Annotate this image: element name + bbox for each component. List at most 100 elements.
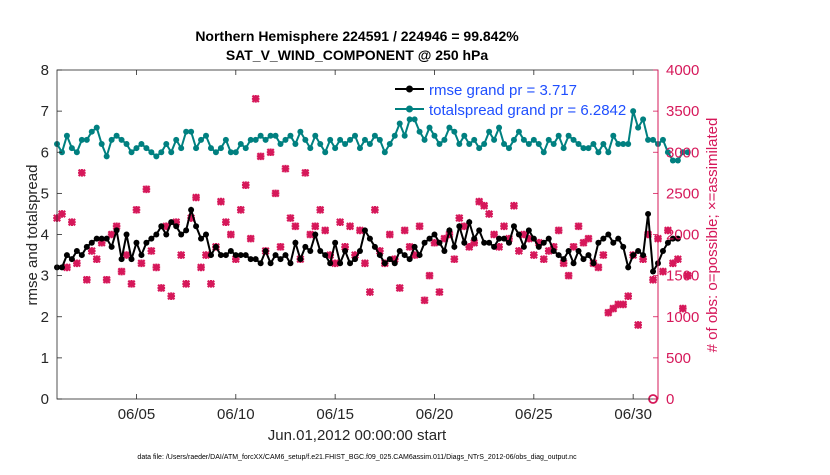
rmse-series-point bbox=[183, 227, 190, 234]
rmse-series-point bbox=[610, 239, 617, 246]
totalspread-series-point bbox=[272, 132, 279, 139]
assimilated-obs-point bbox=[609, 304, 618, 313]
y-right-tick-label: 0 bbox=[666, 391, 674, 408]
totalspread-series-point bbox=[555, 132, 562, 139]
assimilated-obs-point bbox=[301, 168, 310, 177]
rmse-series-point bbox=[168, 219, 175, 226]
rmse-series-point bbox=[138, 252, 145, 259]
totalspread-series-point bbox=[78, 136, 85, 143]
assimilated-obs-point bbox=[485, 209, 494, 218]
assimilated-obs-point bbox=[360, 259, 369, 268]
assimilated-obs-point bbox=[574, 222, 583, 231]
totalspread-series-point bbox=[178, 145, 185, 152]
assimilated-obs-point bbox=[82, 275, 91, 284]
rmse-series-point bbox=[83, 243, 90, 250]
totalspread-series-point bbox=[287, 132, 294, 139]
rmse-series-point bbox=[650, 268, 657, 275]
totalspread-series-point bbox=[327, 136, 334, 143]
rmse-series-point bbox=[406, 256, 413, 263]
totalspread-series-point bbox=[252, 136, 259, 143]
totalspread-series-point bbox=[118, 136, 125, 143]
totalspread-series-point bbox=[63, 132, 70, 139]
totalspread-series-point bbox=[396, 120, 403, 127]
assimilated-obs-point bbox=[554, 226, 563, 235]
totalspread-series-point bbox=[615, 141, 622, 148]
assimilated-obs-point bbox=[346, 222, 355, 231]
totalspread-series-point bbox=[540, 149, 547, 156]
x-tick-label: 06/20 bbox=[416, 406, 454, 423]
totalspread-series-point bbox=[570, 136, 577, 143]
rmse-series-point bbox=[227, 247, 234, 254]
assimilated-obs-point bbox=[122, 251, 131, 260]
totalspread-series-point bbox=[237, 141, 244, 148]
y-left-tick-label: 7 bbox=[41, 103, 49, 120]
assimilated-obs-point bbox=[132, 205, 141, 214]
assimilated-obs-point bbox=[564, 271, 573, 280]
totalspread-series-point bbox=[113, 132, 120, 139]
totalspread-series-point bbox=[148, 149, 155, 156]
rmse-series-point bbox=[595, 239, 602, 246]
totalspread-series-point bbox=[143, 145, 150, 152]
assimilated-obs-point bbox=[316, 205, 325, 214]
rmse-series-point bbox=[148, 235, 155, 242]
y-right-tick-label: 1500 bbox=[666, 268, 699, 285]
assimilated-obs-point bbox=[594, 263, 603, 272]
rmse-series-point bbox=[505, 239, 512, 246]
totalspread-series-point bbox=[123, 141, 130, 148]
totalspread-series-point bbox=[317, 141, 324, 148]
legend-totalspread-label: totalspread grand pr = 6.2842 bbox=[429, 102, 626, 119]
totalspread-series-point bbox=[173, 136, 180, 143]
totalspread-series-point bbox=[322, 149, 329, 156]
rmse-series-point bbox=[123, 231, 130, 238]
totalspread-series-point bbox=[68, 145, 75, 152]
rmse-series-point bbox=[625, 264, 632, 271]
totalspread-series-point bbox=[297, 128, 304, 135]
rmse-series-point bbox=[366, 235, 373, 242]
y-right-tick-label: 4000 bbox=[666, 62, 699, 79]
rmse-series-point bbox=[575, 247, 582, 254]
y-left-tick-label: 6 bbox=[41, 144, 49, 161]
rmse-series-point bbox=[386, 256, 393, 263]
assimilated-obs-point bbox=[162, 222, 171, 231]
rmse-series-point bbox=[203, 231, 210, 238]
totalspread-series-point bbox=[406, 116, 413, 123]
rmse-series-point bbox=[381, 260, 388, 267]
rmse-series-point bbox=[252, 256, 259, 263]
assimilated-obs-point bbox=[658, 267, 667, 276]
totalspread-series-point bbox=[103, 153, 110, 160]
assimilated-obs-point bbox=[455, 214, 464, 223]
totalspread-series-point bbox=[108, 136, 115, 143]
rmse-series-point bbox=[590, 260, 597, 267]
legend: rmse grand pr = 3.717 totalspread grand … bbox=[395, 82, 626, 119]
totalspread-series-point bbox=[198, 136, 205, 143]
assimilated-obs-point bbox=[336, 218, 345, 227]
rmse-series-point bbox=[535, 243, 542, 250]
totalspread-series bbox=[54, 108, 691, 164]
totalspread-series-point bbox=[242, 145, 249, 152]
assimilated-obs-point bbox=[117, 267, 126, 276]
rmse-series-point bbox=[193, 223, 200, 230]
totalspread-series-point bbox=[88, 128, 95, 135]
totalspread-series-point bbox=[292, 141, 299, 148]
assimilated-obs-point bbox=[107, 230, 116, 239]
rmse-series-point bbox=[545, 235, 552, 242]
rmse-series-point bbox=[207, 252, 214, 259]
rmse-series-point bbox=[525, 227, 532, 234]
assimilated-obs-point bbox=[365, 288, 374, 297]
left-axis: 0 1 2 3 4 5 6 7 8 bbox=[41, 62, 62, 408]
totalspread-series-point bbox=[645, 136, 652, 143]
assimilated-obs-point bbox=[291, 222, 300, 231]
totalspread-series-point bbox=[679, 149, 686, 156]
assimilated-obs-point bbox=[465, 242, 474, 251]
rmse-series-point bbox=[615, 235, 622, 242]
totalspread-series-point bbox=[520, 136, 527, 143]
assimilated-obs-point bbox=[306, 230, 315, 239]
rmse-series-point bbox=[391, 260, 398, 267]
assimilated-obs-point bbox=[584, 234, 593, 243]
totalspread-series-point bbox=[664, 149, 671, 156]
rmse-series-point bbox=[441, 247, 448, 254]
totalspread-series-point bbox=[595, 149, 602, 156]
assimilated-obs-point bbox=[167, 292, 176, 301]
rmse-series-point bbox=[312, 231, 319, 238]
